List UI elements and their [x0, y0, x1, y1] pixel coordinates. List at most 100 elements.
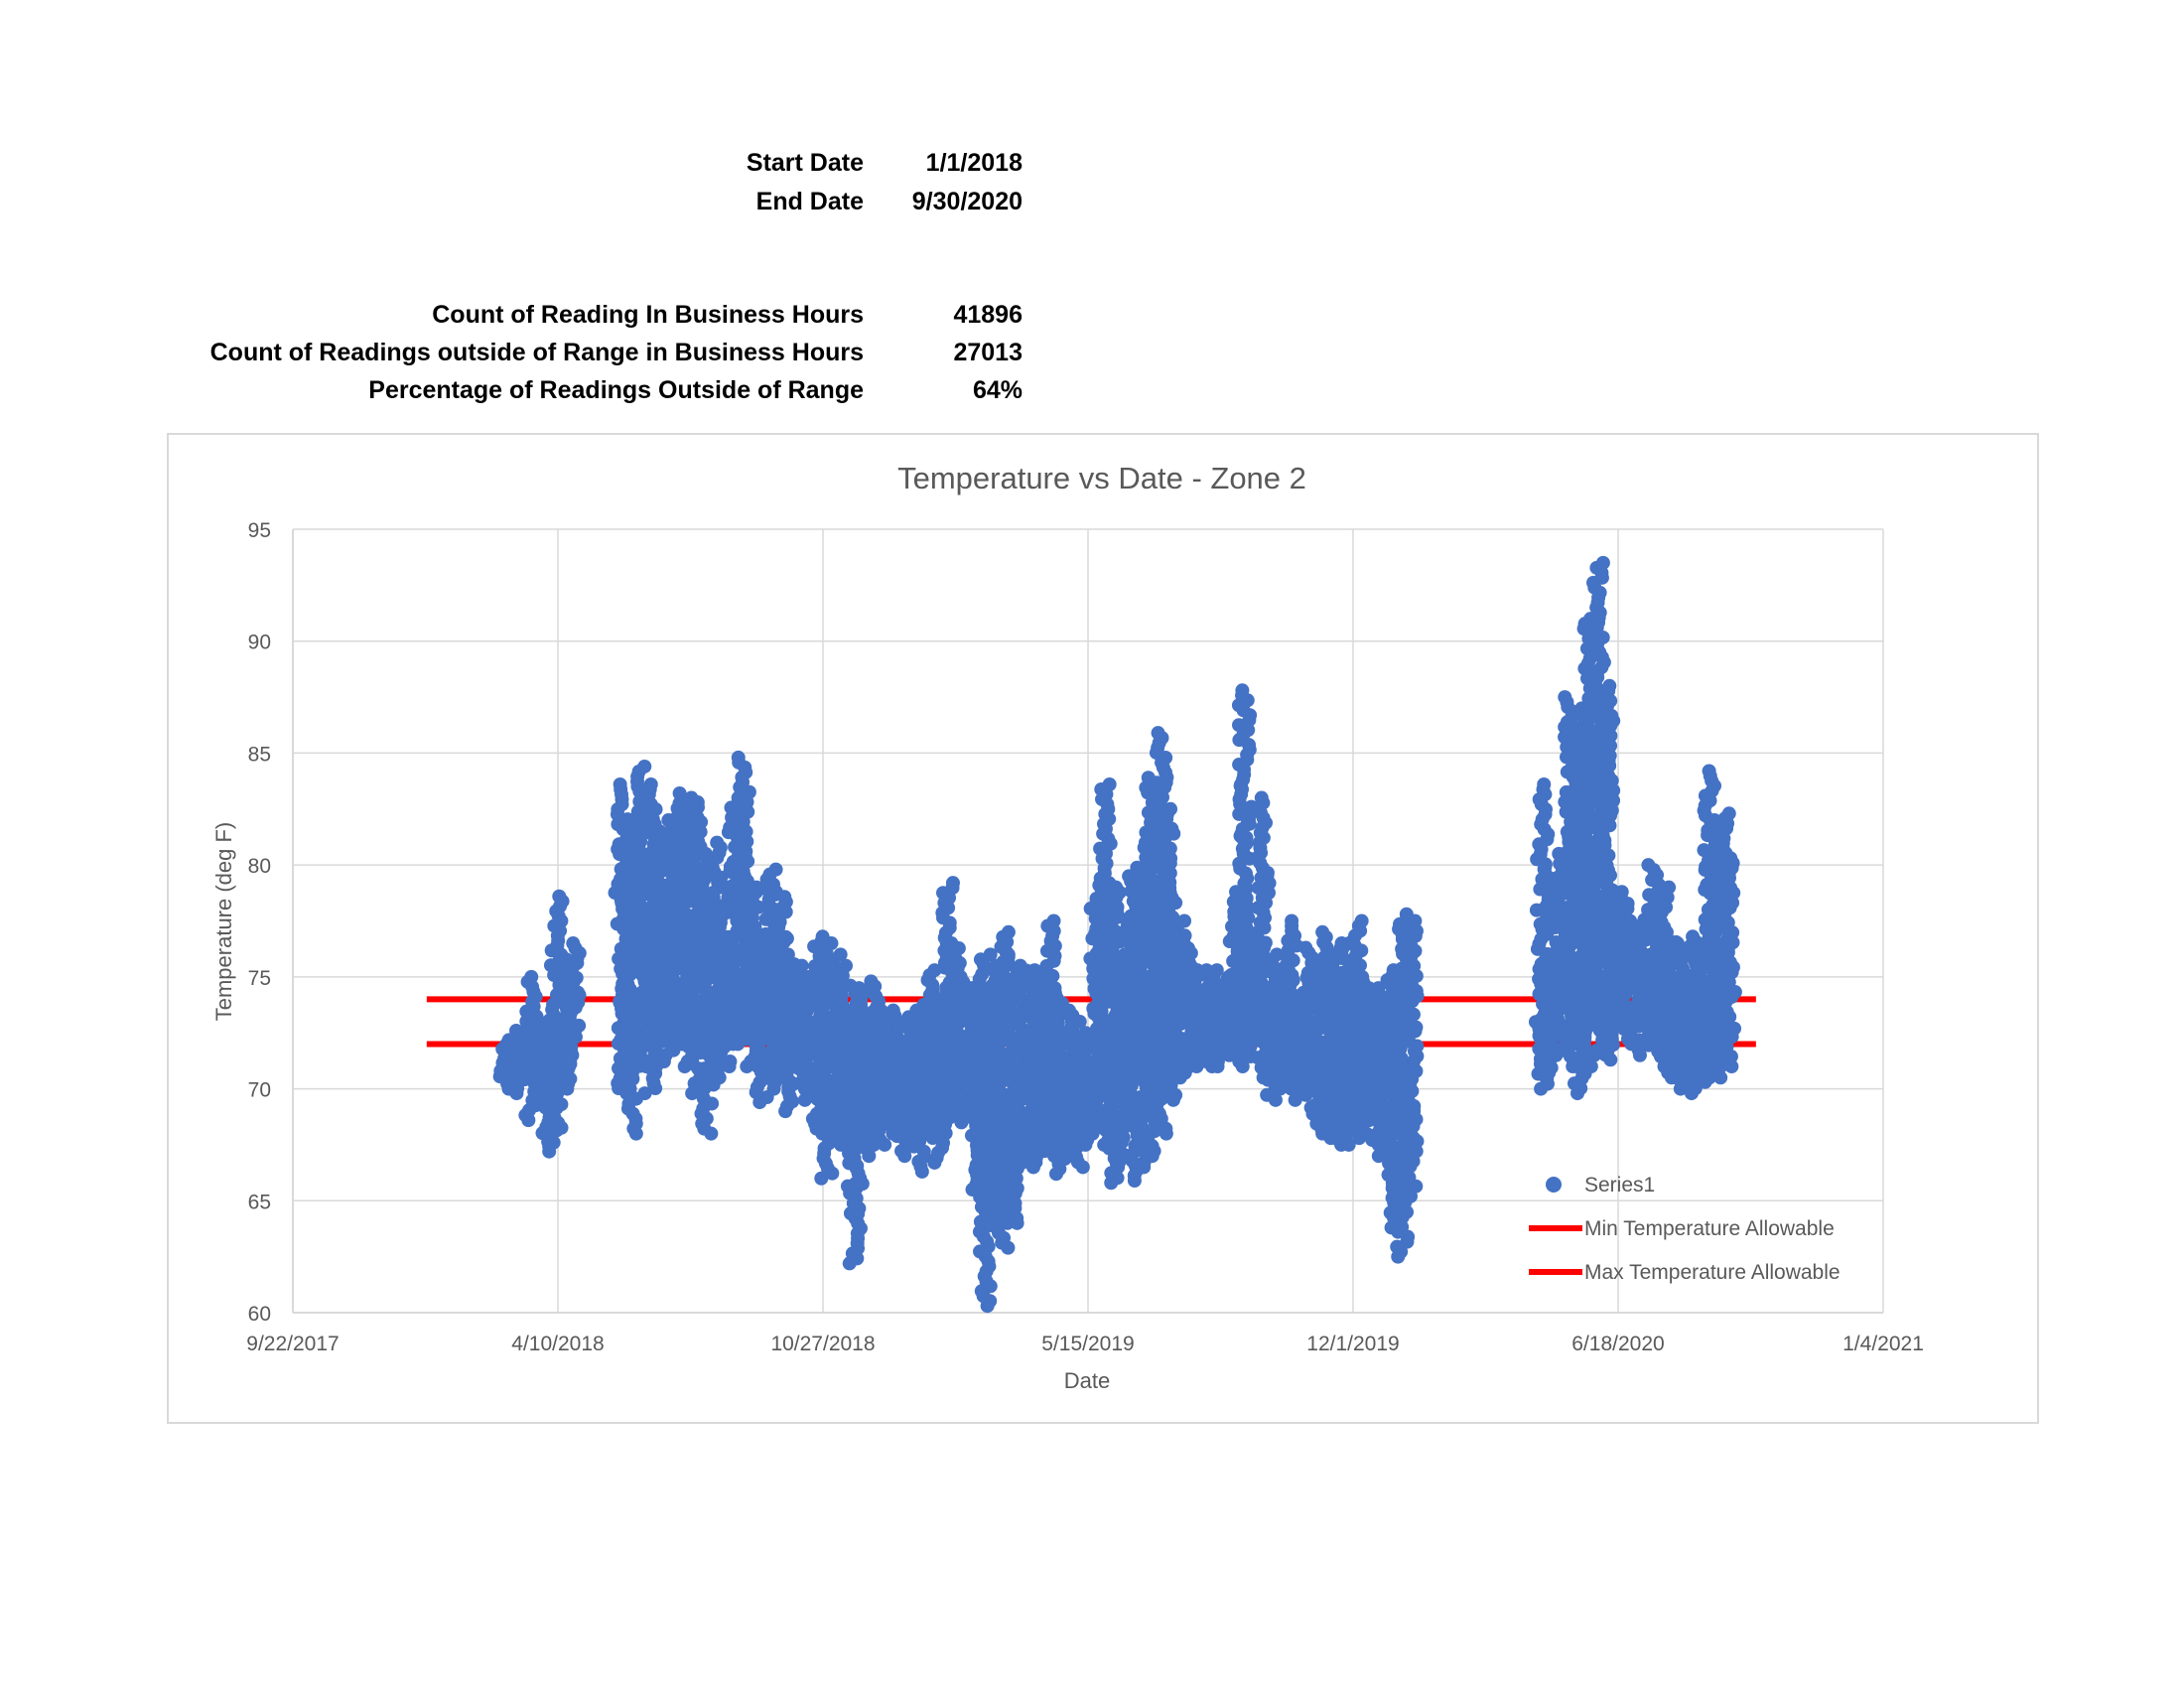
data-point [562, 1059, 577, 1074]
data-point [1054, 1094, 1069, 1109]
data-point [1288, 1092, 1302, 1107]
data-point [1075, 1160, 1090, 1175]
data-point [617, 1031, 632, 1046]
data-point [1399, 1032, 1414, 1047]
data-point [530, 1072, 545, 1087]
data-point [654, 968, 669, 983]
data-point [732, 867, 747, 882]
data-point [1342, 1055, 1357, 1069]
data-point [1378, 1086, 1393, 1101]
data-point [529, 1045, 544, 1059]
data-point [1185, 1030, 1200, 1045]
data-point [1403, 1135, 1418, 1150]
data-point [559, 1035, 574, 1050]
count-value: 41896 [953, 301, 1023, 329]
data-point [611, 1021, 625, 1036]
data-point [572, 988, 587, 1003]
data-point [733, 824, 748, 839]
data-point [562, 1002, 577, 1017]
data-point [1241, 1037, 1256, 1052]
data-point [658, 1048, 673, 1062]
data-point [1322, 1084, 1337, 1099]
data-point [1262, 876, 1277, 891]
data-point [627, 910, 642, 924]
data-point [1044, 1108, 1059, 1123]
data-point [842, 1256, 857, 1271]
data-point [1104, 1176, 1119, 1191]
data-point [1233, 778, 1248, 793]
data-point [1405, 1071, 1420, 1086]
data-point [855, 1177, 870, 1192]
data-point [1048, 1167, 1063, 1182]
percentage-value: 64% [972, 376, 1023, 404]
data-point [954, 1115, 969, 1130]
data-point [1027, 1149, 1042, 1164]
data-point [1162, 875, 1177, 890]
data-point [1045, 1039, 1060, 1054]
data-point [1156, 912, 1170, 926]
data-point [1241, 814, 1256, 829]
data-point [927, 1155, 942, 1170]
data-point [1529, 903, 1544, 917]
data-point [1281, 972, 1296, 987]
data-point [1010, 1215, 1024, 1230]
data-point [648, 1059, 663, 1074]
data-point [645, 885, 660, 900]
data-point [639, 859, 654, 874]
data-point [1165, 1092, 1180, 1107]
data-point [813, 1120, 828, 1135]
data-point [1172, 1070, 1187, 1085]
data-point [1101, 1112, 1116, 1127]
data-point [704, 1126, 719, 1141]
data-point [637, 1086, 652, 1101]
data-point [1322, 1097, 1337, 1112]
data-point [778, 1104, 793, 1119]
data-point [683, 987, 698, 1002]
percentage-row: Percentage of Readings Outside of Range … [149, 376, 1023, 416]
data-point [1538, 860, 1553, 875]
data-point [1220, 971, 1235, 986]
start-date-value: 1/1/2018 [925, 149, 1023, 177]
data-point [1409, 1020, 1424, 1035]
data-point [562, 977, 577, 992]
data-point [1267, 1062, 1282, 1077]
data-point [1210, 1059, 1225, 1074]
data-point [713, 926, 728, 941]
data-point [1409, 1112, 1424, 1127]
data-point [644, 986, 659, 1001]
data-point [554, 1097, 569, 1112]
end-date-row: End Date 9/30/2020 [149, 188, 1023, 227]
end-date-value: 9/30/2020 [911, 188, 1023, 215]
data-point [752, 1095, 767, 1110]
data-point [1092, 878, 1107, 893]
data-point [934, 1115, 949, 1130]
count-row: Count of Reading In Business Hours 41896 [149, 301, 1023, 341]
data-point [613, 995, 627, 1010]
data-point [1391, 1249, 1406, 1264]
data-point [674, 932, 689, 947]
data-point [998, 1102, 1013, 1117]
start-date-row: Start Date 1/1/2018 [149, 149, 1023, 189]
data-point [1145, 1149, 1160, 1164]
start-date-label: Start Date [746, 149, 864, 177]
outside-count-value: 27013 [953, 339, 1023, 366]
data-point [1001, 1240, 1016, 1255]
data-point [630, 846, 645, 861]
data-point [559, 1024, 574, 1039]
data-point [685, 950, 700, 965]
data-point [1017, 1039, 1031, 1054]
data-point [1149, 886, 1163, 901]
data-point [803, 983, 818, 998]
data-point [849, 1211, 864, 1226]
data-point [1404, 1189, 1419, 1203]
data-points [492, 555, 1742, 1314]
data-point [1111, 1160, 1126, 1175]
data-point [648, 1081, 663, 1096]
data-point [712, 1070, 727, 1085]
data-point [914, 1164, 929, 1179]
data-point [1235, 1059, 1250, 1074]
data-point [1127, 1173, 1142, 1188]
data-point [772, 931, 787, 946]
data-point [753, 1044, 768, 1058]
